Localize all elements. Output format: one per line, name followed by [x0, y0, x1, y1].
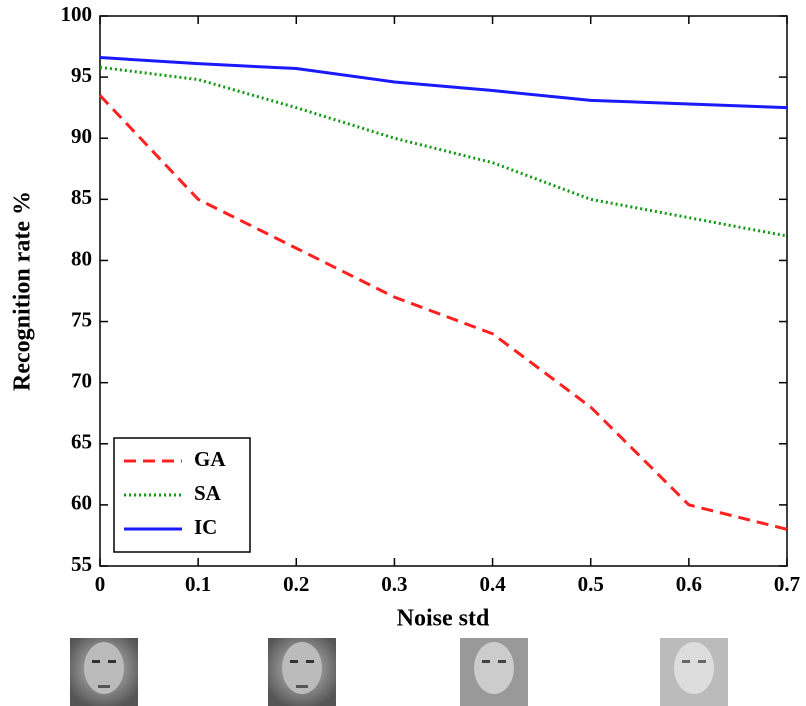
y-axis-label: Recognition rate %: [10, 191, 36, 391]
line-series: [99, 56, 788, 110]
x-tick-label: 0.3: [381, 572, 407, 596]
x-tick-label: 0.5: [578, 572, 604, 596]
line-series: [99, 65, 788, 238]
y-tick-label: 60: [71, 491, 92, 515]
face-image: [70, 638, 138, 706]
y-tick-label: 100: [61, 2, 93, 26]
legend-label: IC: [194, 515, 217, 539]
x-tick-label: 0.2: [283, 572, 309, 596]
face-thumbnails: [70, 638, 728, 706]
x-tick-label: 0.7: [774, 572, 800, 596]
y-tick-label: 55: [71, 552, 92, 576]
legend-label: SA: [194, 481, 222, 505]
face-image: [268, 638, 336, 706]
x-tick-label: 0: [95, 572, 106, 596]
line-series: [98, 94, 788, 531]
y-tick-label: 70: [71, 368, 92, 392]
y-tick-label: 75: [71, 307, 92, 331]
x-tick-label: 0.6: [676, 572, 702, 596]
x-tick-label: 0.1: [185, 572, 211, 596]
plot-frame: [99, 15, 788, 567]
face-image: [460, 638, 528, 706]
x-tick-label: 0.4: [479, 572, 506, 596]
x-axis-label: Noise std: [397, 606, 490, 632]
y-tick-label: 90: [71, 124, 92, 148]
y-tick-label: 80: [71, 246, 92, 270]
legend-box: [113, 437, 251, 553]
y-tick-label: 85: [71, 185, 92, 209]
y-tick-label: 65: [71, 430, 92, 454]
face-image: [660, 638, 728, 706]
legend-label: GA: [194, 447, 226, 471]
y-tick-label: 95: [71, 63, 92, 87]
